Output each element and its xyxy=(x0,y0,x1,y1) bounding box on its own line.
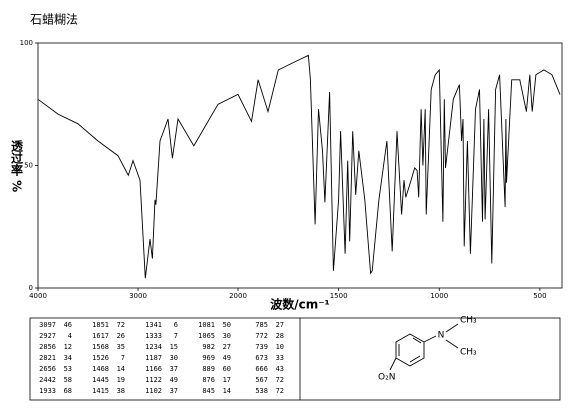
peak-wavenumber: 1617 xyxy=(92,332,109,340)
peak-transmittance: 72 xyxy=(276,387,284,395)
atom-label: CH₃ xyxy=(460,316,477,326)
peak-wavenumber: 1933 xyxy=(39,387,56,395)
x-axis-label: 波数/cm⁻¹ xyxy=(270,297,330,312)
peak-wavenumber: 3097 xyxy=(39,321,56,329)
y-tick-label: 100 xyxy=(20,39,33,47)
peak-wavenumber: 772 xyxy=(255,332,268,340)
peak-transmittance: 10 xyxy=(276,343,284,351)
peak-transmittance: 68 xyxy=(64,387,72,395)
peak-wavenumber: 1333 xyxy=(145,332,162,340)
peak-wavenumber: 785 xyxy=(255,321,268,329)
peak-transmittance: 26 xyxy=(117,332,125,340)
y-tick-label: 0 xyxy=(29,284,33,292)
peak-transmittance: 58 xyxy=(64,376,72,384)
atom-label: O₂N xyxy=(378,373,395,383)
peak-transmittance: 50 xyxy=(223,321,231,329)
peak-wavenumber: 1081 xyxy=(198,321,215,329)
peak-transmittance: 4 xyxy=(68,332,72,340)
peak-transmittance: 7 xyxy=(174,332,178,340)
peak-transmittance: 72 xyxy=(117,321,125,329)
table-frame xyxy=(29,317,561,401)
peak-transmittance: 30 xyxy=(223,332,231,340)
peak-transmittance: 46 xyxy=(64,321,72,329)
peak-wavenumber: 2927 xyxy=(39,332,56,340)
peak-transmittance: 14 xyxy=(223,387,231,395)
y-tick-label: 50 xyxy=(24,162,33,170)
peak-wavenumber: 1445 xyxy=(92,376,109,384)
peak-wavenumber: 1415 xyxy=(92,387,109,395)
peak-wavenumber: 845 xyxy=(202,387,215,395)
peak-wavenumber: 567 xyxy=(255,376,268,384)
atom-label: CH₃ xyxy=(460,348,477,358)
spectrum-line xyxy=(37,54,561,279)
peak-wavenumber: 1187 xyxy=(145,354,162,362)
peak-wavenumber: 1526 xyxy=(92,354,109,362)
peak-transmittance: 35 xyxy=(117,343,125,351)
peak-transmittance: 49 xyxy=(223,354,231,362)
chart-title: 石蜡糊法 xyxy=(30,12,78,27)
peak-transmittance: 17 xyxy=(223,376,231,384)
peak-wavenumber: 1065 xyxy=(198,332,215,340)
peak-transmittance: 27 xyxy=(223,343,231,351)
peak-wavenumber: 1234 xyxy=(145,343,162,351)
peak-transmittance: 30 xyxy=(170,354,178,362)
peak-wavenumber: 1166 xyxy=(145,365,162,373)
peak-wavenumber: 876 xyxy=(202,376,215,384)
peak-wavenumber: 739 xyxy=(255,343,268,351)
x-tick-label: 4000 xyxy=(29,292,47,300)
peak-transmittance: 33 xyxy=(276,354,284,362)
x-tick-label: 3000 xyxy=(129,292,147,300)
peak-transmittance: 12 xyxy=(64,343,72,351)
x-tick-label: 500 xyxy=(533,292,546,300)
y-axis-label: 透过率 % xyxy=(10,140,24,193)
x-tick-label: 1000 xyxy=(430,292,448,300)
peak-wavenumber: 969 xyxy=(202,354,215,362)
peak-wavenumber: 889 xyxy=(202,365,215,373)
peak-transmittance: 60 xyxy=(223,365,231,373)
peak-transmittance: 37 xyxy=(170,387,178,395)
peak-wavenumber: 673 xyxy=(255,354,268,362)
peak-wavenumber: 1568 xyxy=(92,343,109,351)
peak-wavenumber: 2442 xyxy=(39,376,56,384)
peak-wavenumber: 538 xyxy=(255,387,268,395)
peak-wavenumber: 1468 xyxy=(92,365,109,373)
peak-transmittance: 6 xyxy=(174,321,178,329)
peak-wavenumber: 2856 xyxy=(39,343,56,351)
peak-wavenumber: 2656 xyxy=(39,365,56,373)
peak-transmittance: 7 xyxy=(121,354,125,362)
peak-transmittance: 15 xyxy=(170,343,178,351)
peak-transmittance: 27 xyxy=(276,321,284,329)
peak-transmittance: 37 xyxy=(170,365,178,373)
peak-wavenumber: 1341 xyxy=(145,321,162,329)
peak-wavenumber: 666 xyxy=(255,365,268,373)
peak-transmittance: 34 xyxy=(64,354,72,362)
peak-wavenumber: 1851 xyxy=(92,321,109,329)
x-tick-label: 2000 xyxy=(229,292,247,300)
peak-wavenumber: 982 xyxy=(202,343,215,351)
peak-transmittance: 72 xyxy=(276,376,284,384)
peak-transmittance: 53 xyxy=(64,365,72,373)
peak-transmittance: 14 xyxy=(117,365,125,373)
peak-transmittance: 28 xyxy=(276,332,284,340)
x-tick-label: 1500 xyxy=(330,292,348,300)
molecule xyxy=(389,323,459,371)
peak-transmittance: 19 xyxy=(117,376,125,384)
peak-wavenumber: 1102 xyxy=(145,387,162,395)
peak-transmittance: 43 xyxy=(276,365,284,373)
peak-transmittance: 49 xyxy=(170,376,178,384)
peak-wavenumber: 1122 xyxy=(145,376,162,384)
peak-transmittance: 38 xyxy=(117,387,125,395)
peak-wavenumber: 2821 xyxy=(39,354,56,362)
atom-label: N xyxy=(438,331,445,341)
